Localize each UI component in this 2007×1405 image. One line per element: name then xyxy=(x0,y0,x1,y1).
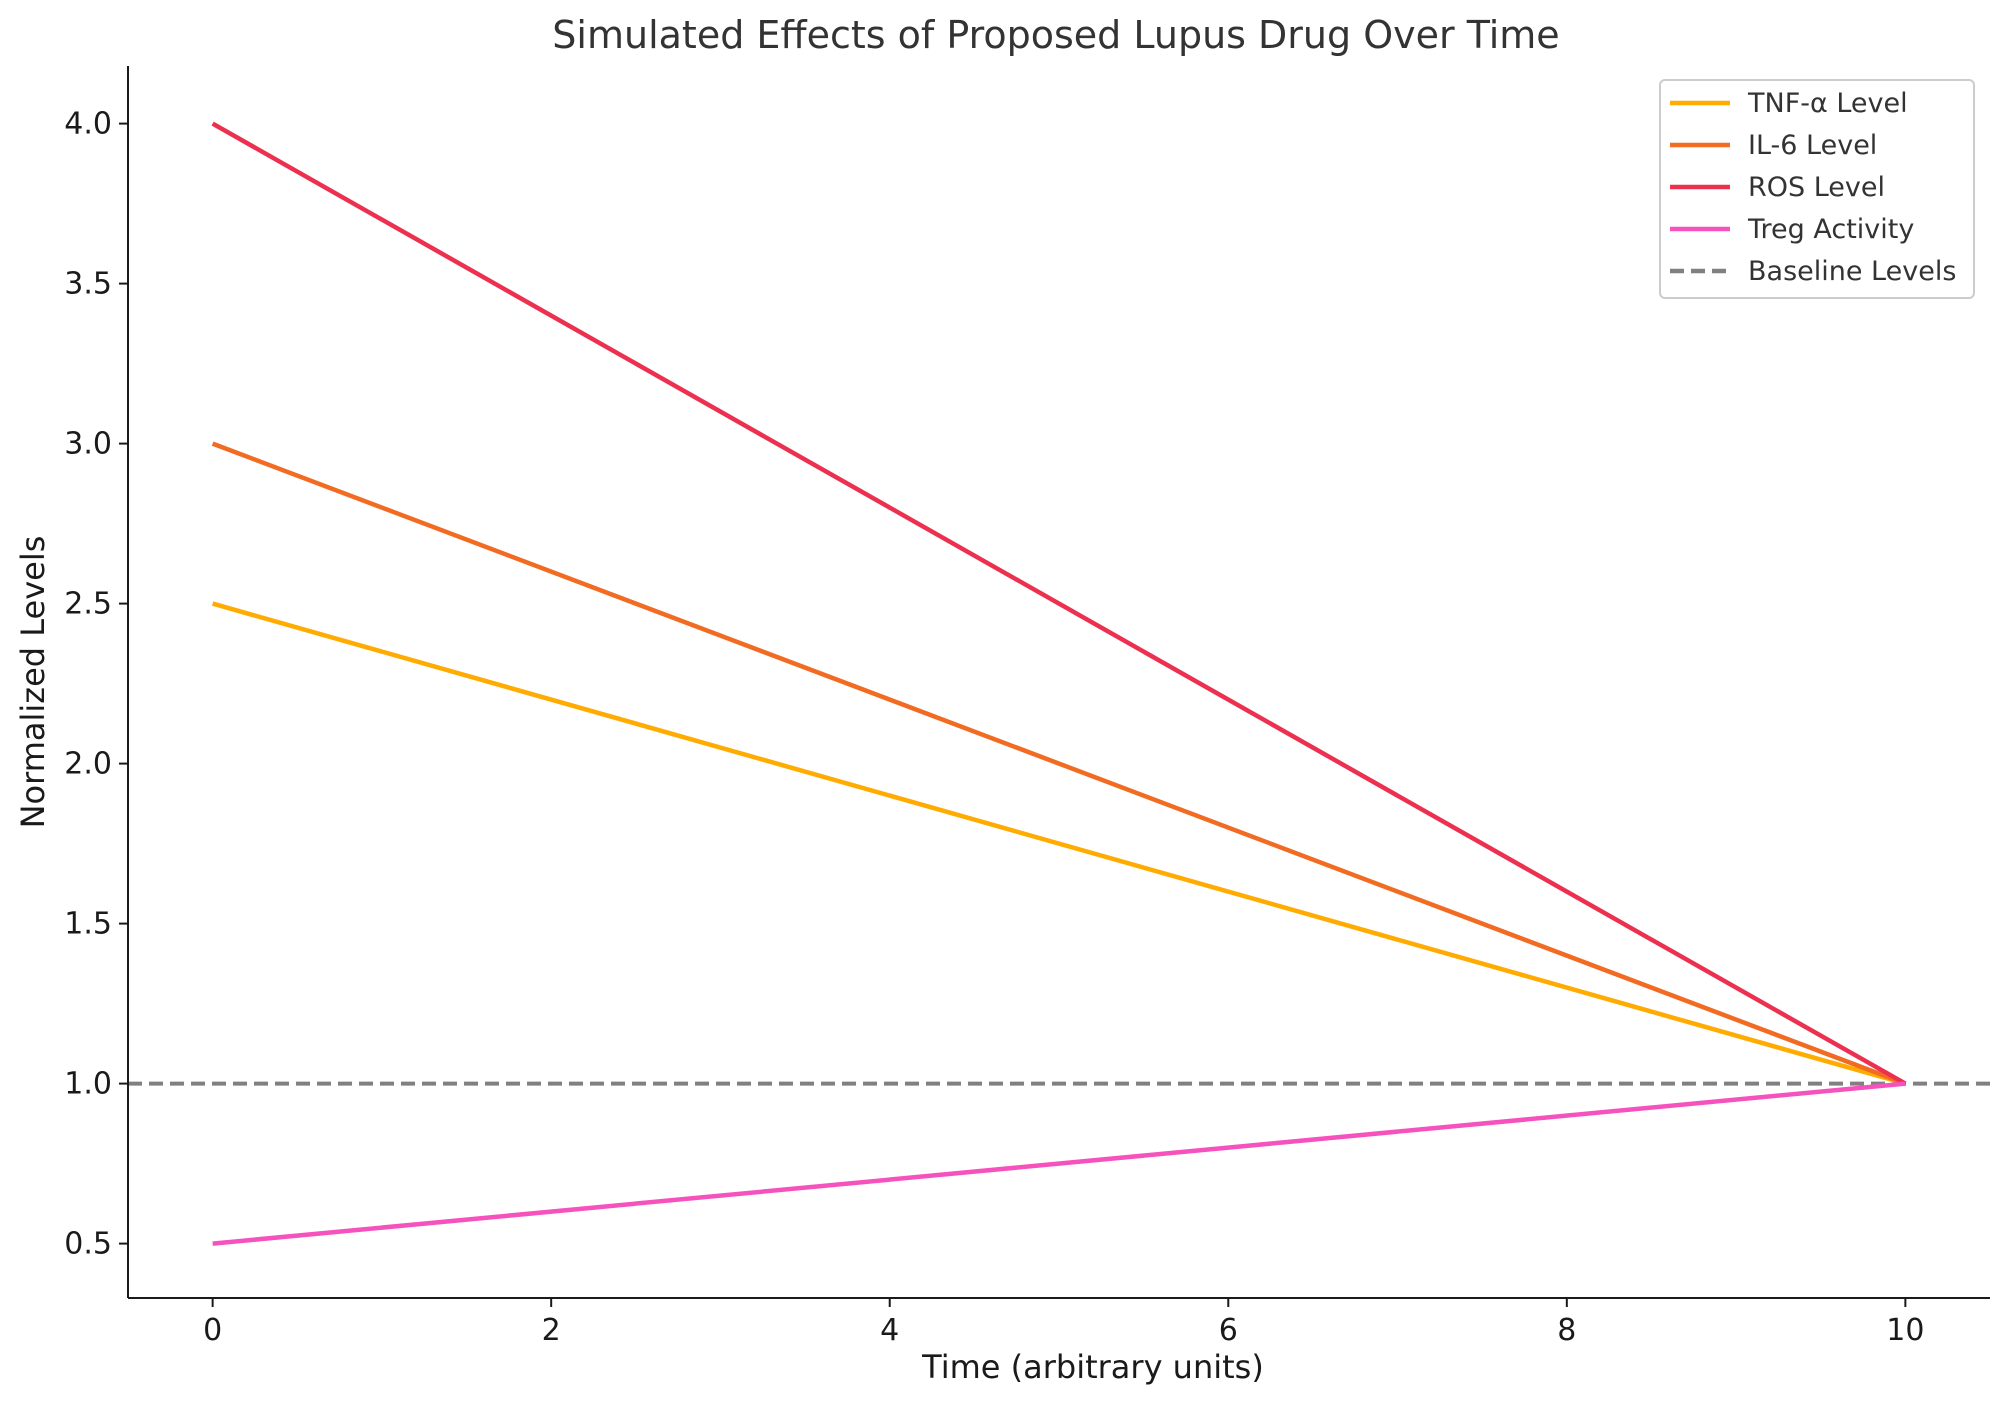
y-tick-label: 3.0 xyxy=(64,427,112,462)
legend-items: TNF-α Level IL-6 Level ROS Level Treg Activ… xyxy=(1670,88,1956,287)
y-tick-label: 2.0 xyxy=(64,747,112,782)
series-layer xyxy=(128,121,1990,1246)
legend-label-4: Treg Activity xyxy=(1747,214,1914,245)
legend-label-2: IL-6 Level xyxy=(1748,130,1877,161)
series-line-4 xyxy=(212,1081,1906,1246)
x-tick-label: 6 xyxy=(1219,1313,1238,1348)
series-line-1 xyxy=(212,601,1906,1086)
legend: TNF-α Level IL-6 Level ROS Level Treg Activ… xyxy=(1659,79,1975,299)
chart-title: Simulated Effects of Proposed Lupus Drug… xyxy=(552,13,1559,57)
x-tick-label: 10 xyxy=(1886,1313,1924,1348)
x-tick-label: 2 xyxy=(542,1313,561,1348)
y-tick-label: 1.5 xyxy=(64,907,112,942)
legend-frame xyxy=(1659,79,1975,299)
y-axis-title: Normalized Levels xyxy=(14,536,52,829)
y-tick-label: 0.5 xyxy=(64,1227,112,1262)
legend-label-3: ROS Level xyxy=(1748,172,1885,203)
legend-label-5: Baseline Levels xyxy=(1748,256,1956,287)
y-tick-label: 3.5 xyxy=(64,267,112,302)
y-tick-label: 1.0 xyxy=(64,1067,112,1102)
x-tick-label: 0 xyxy=(203,1313,222,1348)
y-tick-label: 4.0 xyxy=(64,107,112,142)
legend-label-1: TNF-α Level xyxy=(1747,88,1908,119)
x-axis-ticks: 0 2 4 6 8 10 xyxy=(203,1298,1924,1348)
x-tick-label: 4 xyxy=(880,1313,899,1348)
series-line-3 xyxy=(211,121,1907,1086)
x-axis-title: Time (arbitrary units) xyxy=(921,1348,1264,1386)
y-axis-ticks: 0.5 1.0 1.5 2.0 2.5 3.0 3.5 4.0 xyxy=(64,107,128,1262)
y-tick-label: 2.5 xyxy=(64,587,112,622)
x-tick-label: 8 xyxy=(1557,1313,1576,1348)
series-line-2 xyxy=(211,441,1907,1086)
